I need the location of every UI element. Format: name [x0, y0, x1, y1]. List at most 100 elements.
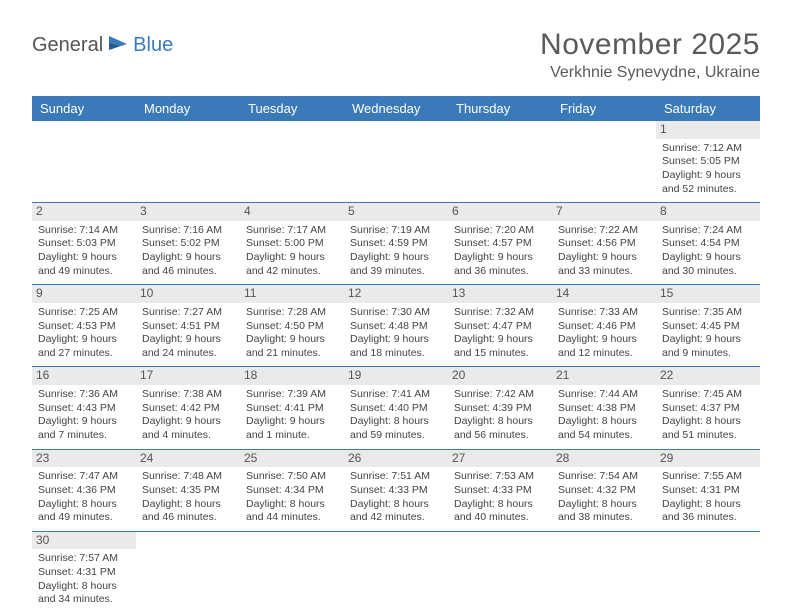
day-number [448, 532, 552, 550]
calendar-cell [656, 531, 760, 613]
cell-text: Sunset: 5:05 PM [662, 155, 754, 169]
calendar-cell: 25Sunrise: 7:50 AMSunset: 4:34 PMDayligh… [240, 449, 344, 531]
calendar-row: 16Sunrise: 7:36 AMSunset: 4:43 PMDayligh… [32, 367, 760, 449]
cell-text: Sunrise: 7:55 AM [662, 470, 754, 484]
cell-text: Sunrise: 7:22 AM [558, 224, 650, 238]
month-title: November 2025 [540, 28, 760, 62]
day-number: 17 [136, 367, 240, 385]
calendar-cell: 4Sunrise: 7:17 AMSunset: 5:00 PMDaylight… [240, 203, 344, 285]
day-number [656, 532, 760, 550]
calendar-cell: 12Sunrise: 7:30 AMSunset: 4:48 PMDayligh… [344, 285, 448, 367]
cell-text: Sunrise: 7:30 AM [350, 306, 442, 320]
day-number: 7 [552, 203, 656, 221]
cell-text: Sunset: 4:33 PM [454, 484, 546, 498]
calendar-cell [136, 121, 240, 203]
calendar-cell: 3 Sunrise: 7:16 AMSunset: 5:02 PMDaylight… [136, 203, 240, 285]
day-header-cell: Thursday [448, 96, 552, 121]
cell-text: Sunset: 4:57 PM [454, 237, 546, 251]
cell-text: Sunset: 4:48 PM [350, 320, 442, 334]
cell-text: Daylight: 8 hours and 49 minutes. [38, 498, 130, 525]
cell-text: Sunrise: 7:20 AM [454, 224, 546, 238]
cell-text: Daylight: 9 hours and 49 minutes. [38, 251, 130, 278]
cell-text: Sunrise: 7:42 AM [454, 388, 546, 402]
calendar-cell: 18Sunrise: 7:39 AMSunset: 4:41 PMDayligh… [240, 367, 344, 449]
cell-text: Sunrise: 7:44 AM [558, 388, 650, 402]
day-number: 22 [656, 367, 760, 385]
calendar-cell: 8 Sunrise: 7:24 AMSunset: 4:54 PMDaylight… [656, 203, 760, 285]
day-number: 16 [32, 367, 136, 385]
day-header-cell: Tuesday [240, 96, 344, 121]
cell-text: Sunset: 4:35 PM [142, 484, 234, 498]
cell-text: Sunset: 4:56 PM [558, 237, 650, 251]
day-header-cell: Friday [552, 96, 656, 121]
day-number [136, 121, 240, 139]
cell-text: Sunset: 5:03 PM [38, 237, 130, 251]
cell-text: Daylight: 9 hours and 30 minutes. [662, 251, 754, 278]
cell-text: Daylight: 8 hours and 51 minutes. [662, 415, 754, 442]
calendar-cell: 27Sunrise: 7:53 AMSunset: 4:33 PMDayligh… [448, 449, 552, 531]
cell-text: Sunrise: 7:28 AM [246, 306, 338, 320]
cell-text: Sunrise: 7:45 AM [662, 388, 754, 402]
calendar-cell: 17Sunrise: 7:38 AMSunset: 4:42 PMDayligh… [136, 367, 240, 449]
day-number [552, 532, 656, 550]
cell-text: Daylight: 9 hours and 4 minutes. [142, 415, 234, 442]
cell-text: Sunrise: 7:51 AM [350, 470, 442, 484]
calendar-cell [240, 531, 344, 613]
cell-text: Sunset: 4:34 PM [246, 484, 338, 498]
cell-text: Sunset: 5:02 PM [142, 237, 234, 251]
logo-text-blue: Blue [133, 34, 173, 57]
cell-text: Daylight: 9 hours and 42 minutes. [246, 251, 338, 278]
calendar-row: 23Sunrise: 7:47 AMSunset: 4:36 PMDayligh… [32, 449, 760, 531]
calendar-cell: 21Sunrise: 7:44 AMSunset: 4:38 PMDayligh… [552, 367, 656, 449]
cell-text: Sunrise: 7:53 AM [454, 470, 546, 484]
cell-text: Sunrise: 7:17 AM [246, 224, 338, 238]
calendar-cell: 24Sunrise: 7:48 AMSunset: 4:35 PMDayligh… [136, 449, 240, 531]
day-number: 8 [656, 203, 760, 221]
calendar-cell: 26Sunrise: 7:51 AMSunset: 4:33 PMDayligh… [344, 449, 448, 531]
day-header-cell: Sunday [32, 96, 136, 121]
cell-text: Daylight: 9 hours and 7 minutes. [38, 415, 130, 442]
cell-text: Sunset: 4:36 PM [38, 484, 130, 498]
day-number: 19 [344, 367, 448, 385]
cell-text: Daylight: 9 hours and 46 minutes. [142, 251, 234, 278]
day-number: 11 [240, 285, 344, 303]
day-number: 3 [136, 203, 240, 221]
cell-text: Daylight: 9 hours and 24 minutes. [142, 333, 234, 360]
cell-text: Sunrise: 7:54 AM [558, 470, 650, 484]
calendar-cell: 7Sunrise: 7:22 AMSunset: 4:56 PMDaylight… [552, 203, 656, 285]
day-number: 1 [656, 121, 760, 139]
calendar-cell [344, 531, 448, 613]
cell-text: Sunrise: 7:41 AM [350, 388, 442, 402]
calendar-cell: 13Sunrise: 7:32 AMSunset: 4:47 PMDayligh… [448, 285, 552, 367]
cell-text: Sunrise: 7:14 AM [38, 224, 130, 238]
cell-text: Sunset: 4:42 PM [142, 402, 234, 416]
calendar-cell: 2 Sunrise: 7:14 AMSunset: 5:03 PMDaylight… [32, 203, 136, 285]
cell-text: Sunset: 4:46 PM [558, 320, 650, 334]
calendar-cell: 28Sunrise: 7:54 AMSunset: 4:32 PMDayligh… [552, 449, 656, 531]
calendar-cell: 10Sunrise: 7:27 AMSunset: 4:51 PMDayligh… [136, 285, 240, 367]
calendar-row: 1Sunrise: 7:12 AMSunset: 5:05 PMDaylight… [32, 121, 760, 203]
calendar-table: Sunday Monday Tuesday Wednesday Thursday… [32, 96, 760, 613]
cell-text: Sunset: 4:54 PM [662, 237, 754, 251]
cell-text: Daylight: 9 hours and 15 minutes. [454, 333, 546, 360]
cell-text: Sunrise: 7:27 AM [142, 306, 234, 320]
cell-text: Sunrise: 7:16 AM [142, 224, 234, 238]
calendar-cell [448, 531, 552, 613]
cell-text: Sunset: 4:50 PM [246, 320, 338, 334]
cell-text: Sunrise: 7:48 AM [142, 470, 234, 484]
day-number [240, 121, 344, 139]
cell-text: Sunset: 4:32 PM [558, 484, 650, 498]
cell-text: Daylight: 8 hours and 46 minutes. [142, 498, 234, 525]
cell-text: Daylight: 8 hours and 56 minutes. [454, 415, 546, 442]
day-number: 2 [32, 203, 136, 221]
cell-text: Sunset: 5:00 PM [246, 237, 338, 251]
cell-text: Daylight: 8 hours and 36 minutes. [662, 498, 754, 525]
day-number: 27 [448, 450, 552, 468]
cell-text: Sunrise: 7:57 AM [38, 552, 130, 566]
calendar-cell: 20Sunrise: 7:42 AMSunset: 4:39 PMDayligh… [448, 367, 552, 449]
cell-text: Sunrise: 7:24 AM [662, 224, 754, 238]
calendar-cell: 1Sunrise: 7:12 AMSunset: 5:05 PMDaylight… [656, 121, 760, 203]
day-number: 15 [656, 285, 760, 303]
calendar-cell: 11Sunrise: 7:28 AMSunset: 4:50 PMDayligh… [240, 285, 344, 367]
cell-text: Sunrise: 7:33 AM [558, 306, 650, 320]
